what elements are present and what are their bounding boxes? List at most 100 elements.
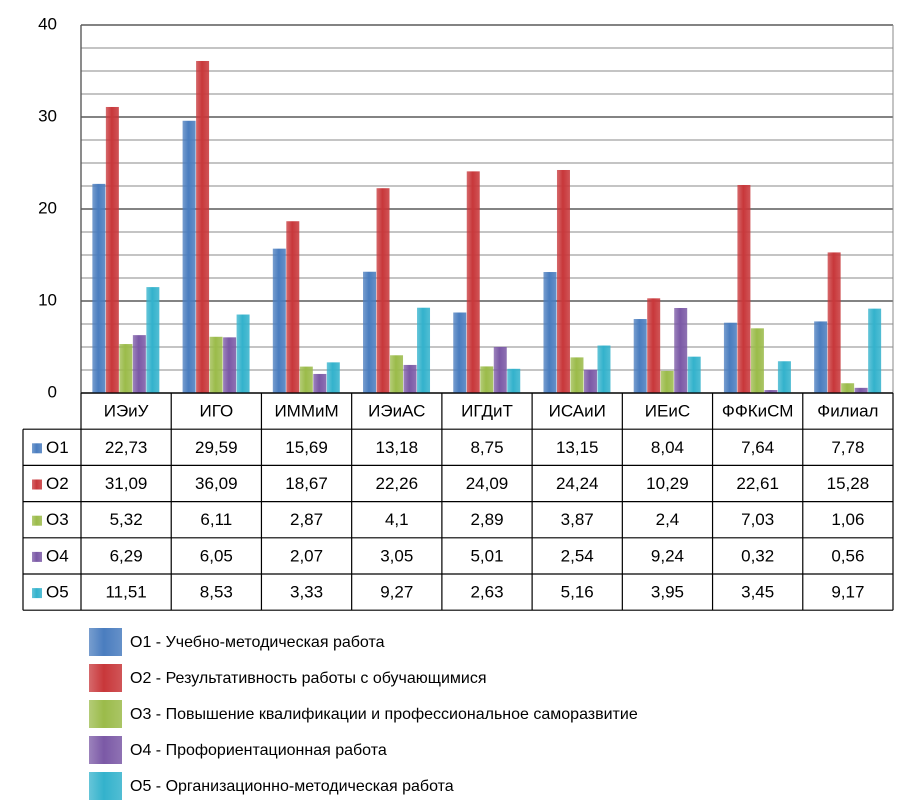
bar-o4	[132, 335, 146, 393]
bar-o3	[480, 366, 494, 393]
data-label: 0,32	[741, 546, 774, 565]
table-series-label: O3	[46, 510, 69, 529]
bar-o2	[376, 188, 390, 393]
data-label: 2,89	[470, 510, 503, 529]
data-label: 8,75	[470, 438, 503, 457]
data-label: 11,51	[105, 583, 146, 602]
table-swatch-o3	[32, 515, 42, 526]
data-label: 9,17	[831, 583, 864, 602]
bar-o2	[105, 106, 119, 394]
data-label: 7,03	[741, 510, 774, 529]
bar-o1	[453, 312, 467, 393]
x-category-label: ИММиМ	[274, 402, 338, 421]
bar-o5	[777, 361, 791, 393]
bar-o5	[597, 345, 611, 393]
bar-o5	[507, 368, 521, 393]
bar-o1	[543, 272, 557, 393]
table-swatch-o4	[32, 551, 42, 562]
y-tick-label: 40	[38, 14, 57, 33]
data-label: 24,24	[556, 474, 599, 493]
data-label: 5,16	[561, 583, 594, 602]
y-tick-label: 10	[38, 290, 57, 309]
y-tick-label: 20	[38, 198, 57, 217]
table-series-label: O2	[46, 474, 69, 493]
bar-o5	[417, 307, 431, 393]
bar-o2	[466, 171, 480, 393]
data-label: 22,73	[105, 438, 148, 457]
data-label: 2,87	[290, 510, 323, 529]
data-label: 6,05	[200, 546, 233, 565]
data-label: 3,95	[651, 583, 684, 602]
table-swatch-o5	[32, 588, 42, 599]
bar-o1	[723, 322, 737, 393]
bar-o3	[841, 383, 855, 393]
bar-o5	[868, 308, 882, 393]
bar-o1	[814, 321, 828, 393]
data-label: 36,09	[195, 474, 238, 493]
legend-swatch-o2	[89, 664, 122, 692]
table-swatch-o1	[32, 443, 42, 454]
data-label: 10,29	[646, 474, 689, 493]
data-label: 5,32	[110, 510, 143, 529]
y-tick-label: 0	[48, 382, 57, 401]
data-label: 8,04	[651, 438, 684, 457]
data-label: 3,87	[561, 510, 594, 529]
bar-o4	[583, 369, 597, 393]
bar-o4	[403, 364, 417, 393]
data-label: 9,24	[651, 546, 684, 565]
x-category-label: ИЕиС	[645, 402, 690, 421]
bar-o2	[286, 221, 300, 393]
bar-o3	[750, 328, 764, 393]
data-label: 29,59	[195, 438, 238, 457]
y-tick-label: 30	[38, 106, 57, 125]
data-label: 3,45	[741, 583, 774, 602]
data-label: 31,09	[105, 474, 148, 493]
x-category-label: ИЭиАС	[368, 402, 425, 421]
data-label: 8,53	[200, 583, 233, 602]
legend-swatch-o4	[89, 736, 122, 764]
x-category-label: ИГО	[199, 402, 233, 421]
legend-entry: O1 - Учебно-методическая работа	[130, 634, 385, 651]
data-label: 3,05	[380, 546, 413, 565]
bar-o1	[633, 319, 647, 393]
bar-o2	[737, 184, 751, 393]
data-label: 9,27	[380, 583, 413, 602]
legend-entry: O4 - Профориентационная работа	[130, 742, 387, 759]
bar-o3	[390, 355, 404, 393]
data-label: 6,11	[200, 510, 232, 529]
data-label: 7,78	[831, 438, 864, 457]
bar-o1	[92, 183, 106, 393]
table-swatch-o2	[32, 479, 42, 490]
x-category-label: Филиал	[817, 402, 878, 421]
data-label: 13,15	[556, 438, 599, 457]
legend-swatch-o5	[89, 772, 122, 800]
bar-o4	[223, 337, 237, 393]
data-label: 7,64	[741, 438, 774, 457]
bar-o5	[236, 314, 250, 393]
bar-o3	[299, 366, 313, 393]
data-label: 2,63	[470, 583, 503, 602]
data-label: 15,28	[827, 474, 870, 493]
table-series-label: O5	[46, 583, 69, 602]
data-label: 13,18	[376, 438, 419, 457]
bar-o5	[146, 287, 160, 393]
bar-o1	[182, 120, 196, 393]
legend-swatch-o3	[89, 700, 122, 728]
legend-entry: O5 - Организационно-методическая работа	[130, 778, 454, 795]
bar-o3	[119, 344, 133, 393]
data-label: 0,56	[831, 546, 864, 565]
x-category-label: ИСАиИ	[549, 402, 606, 421]
bar-o3	[570, 357, 584, 393]
data-label: 2,07	[290, 546, 323, 565]
bar-o2	[196, 60, 210, 394]
bar-o1	[363, 271, 377, 393]
data-label: 1,06	[831, 510, 864, 529]
bar-o3	[660, 370, 674, 393]
data-label: 24,09	[466, 474, 509, 493]
data-label: 22,26	[376, 474, 419, 493]
bar-o5	[687, 356, 701, 393]
data-label: 3,33	[290, 583, 323, 602]
data-label: 15,69	[285, 438, 328, 457]
bar-o3	[209, 336, 223, 393]
